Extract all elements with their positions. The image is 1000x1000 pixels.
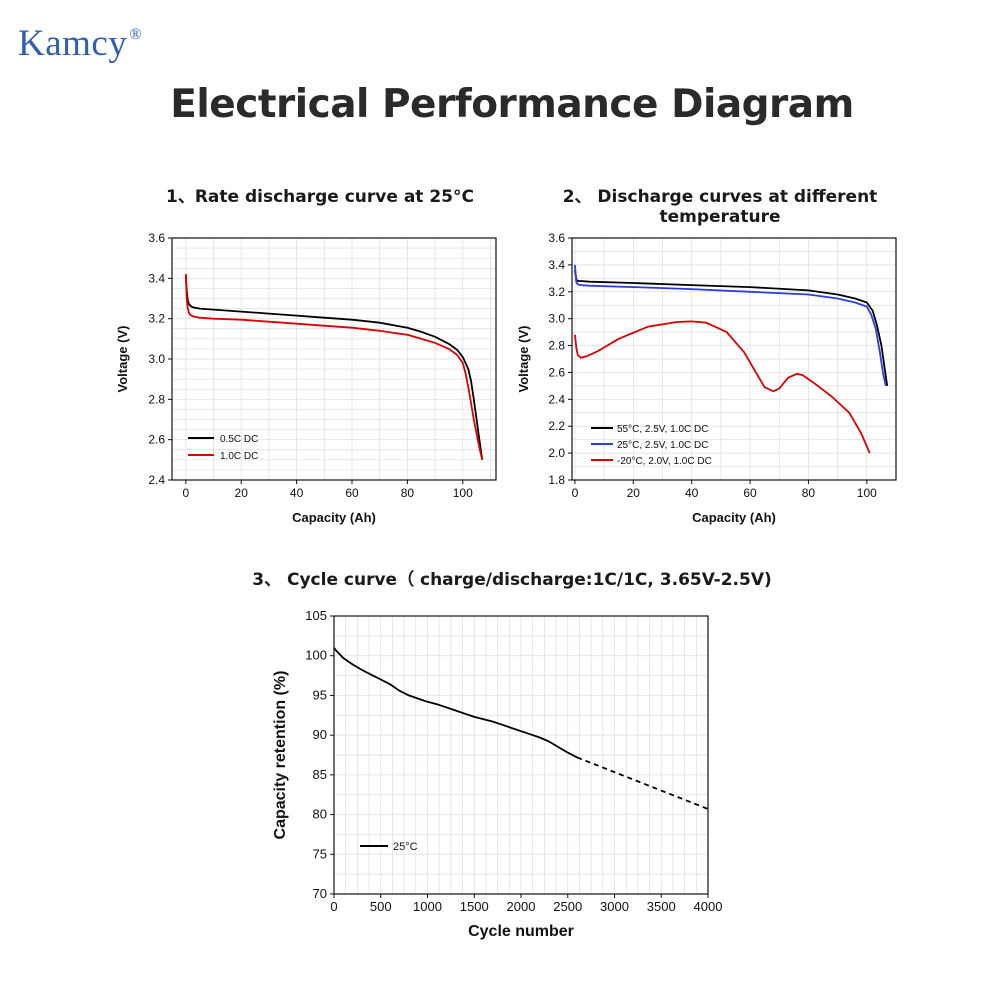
legend-label: 25°C, 2.5V, 1.0C DC <box>617 440 708 451</box>
chart-title: 2、 Discharge curves at different temperat… <box>563 187 878 227</box>
y-tick-label: 3.4 <box>548 258 565 272</box>
chart-2: 2、 Discharge curves at different temperat… <box>516 187 897 525</box>
y-tick-label: 2.8 <box>548 339 565 353</box>
x-tick-label: 3000 <box>600 899 629 914</box>
chart-3: 3、 Cycle curve（ charge/discharge:1C/1C, … <box>252 569 772 940</box>
y-tick-label: 3.2 <box>548 285 565 299</box>
legend-label: 55°C, 2.5V, 1.0C DC <box>617 424 708 435</box>
chart-title: 1、Rate discharge curve at 25°C <box>166 187 474 207</box>
x-tick-label: 100 <box>857 486 877 500</box>
y-tick-label: 2.2 <box>548 419 565 433</box>
registered-mark: ® <box>129 26 143 43</box>
legend-label: 1.0C DC <box>220 451 258 462</box>
x-tick-label: 60 <box>743 486 757 500</box>
y-tick-label: 1.8 <box>548 473 565 487</box>
x-tick-label: 3500 <box>647 899 676 914</box>
series-line-1 <box>184 274 484 460</box>
x-axis-label: Capacity (Ah) <box>292 510 376 525</box>
x-tick-label: 2500 <box>553 899 582 914</box>
x-tick-label: 1500 <box>460 899 489 914</box>
y-tick-label: 80 <box>313 807 327 822</box>
x-tick-label: 4000 <box>694 899 723 914</box>
page-title: Electrical Performance Diagram <box>170 82 854 127</box>
chart-title: 3、 Cycle curve（ charge/discharge:1C/1C, … <box>252 569 772 590</box>
x-tick-label: 0 <box>572 486 579 500</box>
y-tick-label: 85 <box>313 767 327 782</box>
y-tick-label: 2.6 <box>548 365 565 379</box>
series-line-2 <box>576 756 709 810</box>
y-axis-label: Voltage (V) <box>115 326 130 393</box>
series-line-2 <box>574 264 887 387</box>
y-tick-label: 2.4 <box>148 473 165 487</box>
x-tick-label: 80 <box>401 486 415 500</box>
legend-label: 0.5C DC <box>220 434 258 445</box>
legend-label: -20°C, 2.0V, 1.0C DC <box>617 456 712 467</box>
y-tick-label: 3.6 <box>548 231 565 245</box>
series-line-3 <box>574 320 871 454</box>
x-tick-label: 1000 <box>413 899 442 914</box>
y-tick-label: 2.4 <box>548 392 565 406</box>
x-tick-label: 0 <box>183 486 190 500</box>
y-axis-label: Voltage (V) <box>516 326 531 393</box>
legend-label: 25°C <box>393 841 418 853</box>
x-axis-label: Cycle number <box>468 923 574 940</box>
series-line-1 <box>574 270 889 387</box>
y-tick-label: 3.4 <box>148 271 165 285</box>
grid <box>333 615 709 895</box>
grid <box>172 237 496 481</box>
y-tick-label: 3.2 <box>148 312 165 326</box>
x-tick-label: 40 <box>685 486 699 500</box>
chart-1: 1、Rate discharge curve at 25°C 0 20 40 60 80 1… <box>115 187 497 525</box>
x-tick-label: 0 <box>330 899 337 914</box>
x-tick-label: 100 <box>453 486 473 500</box>
y-tick-label: 95 <box>313 687 327 702</box>
y-tick-label: 75 <box>313 846 327 861</box>
y-tick-label: 2.8 <box>148 392 165 406</box>
y-axis-label: Capacity retention (%) <box>272 671 289 840</box>
y-tick-label: 2.0 <box>548 446 565 460</box>
y-tick-label: 3.0 <box>148 352 165 366</box>
x-tick-label: 20 <box>235 486 249 500</box>
y-tick-label: 2.6 <box>148 433 165 447</box>
series-line-1 <box>333 647 578 759</box>
x-tick-label: 20 <box>627 486 641 500</box>
brand-name: Kamcy <box>18 23 128 64</box>
x-tick-label: 40 <box>290 486 304 500</box>
chart-title-line-2: temperature <box>659 207 780 227</box>
x-tick-label: 500 <box>370 899 392 914</box>
chart-title-line-1: 2、 Discharge curves at different <box>563 187 878 207</box>
y-tick-label: 100 <box>305 648 327 663</box>
y-tick-label: 3.6 <box>148 231 165 245</box>
series-line-2 <box>184 274 484 461</box>
y-tick-label: 90 <box>313 727 327 742</box>
y-tick-label: 105 <box>305 608 327 623</box>
x-tick-label: 60 <box>345 486 359 500</box>
y-tick-label: 70 <box>313 886 327 901</box>
brand-logo: Kamcy ® <box>18 22 142 65</box>
x-axis-label: Capacity (Ah) <box>692 510 776 525</box>
plot-frame <box>571 237 897 481</box>
y-tick-label: 3.0 <box>548 312 565 326</box>
x-tick-label: 2000 <box>507 899 536 914</box>
x-tick-label: 80 <box>802 486 816 500</box>
